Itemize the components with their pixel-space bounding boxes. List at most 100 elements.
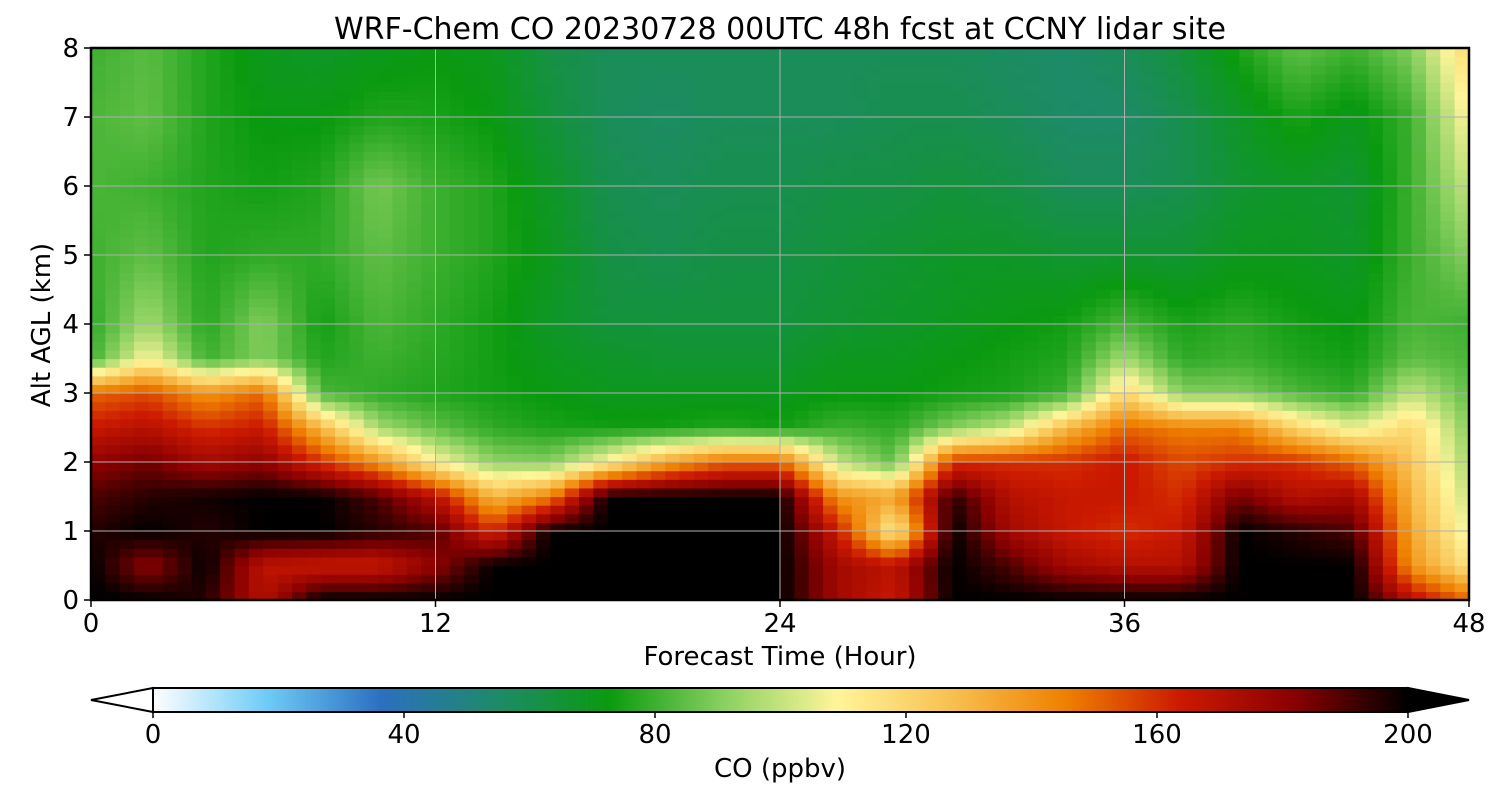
heatmap-cell (708, 255, 724, 265)
heatmap-cell (1196, 367, 1212, 377)
heatmap-cell (1268, 393, 1283, 403)
heatmap-cell (1411, 531, 1427, 541)
heatmap-cell (177, 401, 193, 411)
heatmap-cell (277, 151, 293, 161)
heatmap-cell (1282, 462, 1298, 472)
heatmap-cell (952, 591, 968, 600)
heatmap-cell (980, 349, 996, 360)
heatmap-cell (406, 582, 422, 592)
heatmap-cell (1253, 177, 1269, 187)
heatmap-cell (909, 220, 925, 230)
heatmap-cell (464, 177, 480, 187)
heatmap-cell (650, 229, 666, 239)
heatmap-cell (1282, 272, 1298, 282)
heatmap-cell (162, 582, 178, 592)
heatmap-cell (1196, 574, 1212, 584)
heatmap-cell (91, 298, 106, 308)
heatmap-cell (1425, 591, 1441, 600)
heatmap-cell (966, 237, 982, 247)
heatmap-cell (1325, 280, 1341, 291)
heatmap-cell (234, 531, 250, 541)
heatmap-cell (263, 263, 279, 273)
heatmap-cell (91, 418, 106, 429)
heatmap-cell (708, 358, 724, 368)
heatmap-cell (880, 401, 896, 411)
heatmap-cell (91, 505, 106, 515)
heatmap-cell (765, 496, 781, 506)
heatmap-cell (880, 531, 896, 541)
heatmap-cell (435, 263, 451, 273)
heatmap-cell (693, 272, 709, 282)
heatmap-cell (449, 539, 465, 549)
heatmap-cell (837, 582, 853, 592)
heatmap-cell (248, 393, 264, 403)
heatmap-cell (579, 255, 594, 265)
heatmap-cell (837, 332, 853, 342)
heatmap-cell (579, 487, 594, 498)
heatmap-cell (693, 211, 709, 222)
heatmap-cell (507, 453, 523, 463)
heatmap-cell (866, 436, 882, 446)
heatmap-cell (449, 168, 465, 178)
heatmap-cell (550, 470, 566, 480)
heatmap-cell (636, 393, 652, 403)
heatmap-cell (1038, 384, 1054, 394)
heatmap-cell (1239, 237, 1255, 247)
heatmap-cell (478, 375, 494, 385)
heatmap-cell (980, 418, 996, 429)
heatmap-cell (1425, 375, 1441, 385)
heatmap-cell (449, 289, 465, 299)
heatmap-cell (277, 505, 293, 515)
heatmap-cell (593, 341, 609, 351)
heatmap-cell (980, 565, 996, 575)
heatmap-cell (564, 410, 580, 420)
heatmap-cell (650, 574, 666, 584)
heatmap-cell (909, 556, 925, 567)
heatmap-cell (1425, 539, 1441, 549)
heatmap-cell (191, 341, 207, 351)
heatmap-cell (1296, 255, 1312, 265)
heatmap-cell (995, 539, 1011, 549)
heatmap-cell (162, 220, 178, 230)
heatmap-cell (1440, 470, 1456, 480)
heatmap-cell (119, 479, 135, 489)
heatmap-cell (1067, 263, 1083, 273)
heatmap-cell (349, 410, 365, 420)
heatmap-cell (1368, 367, 1384, 377)
heatmap-cell (980, 168, 996, 178)
heatmap-cell (1454, 358, 1469, 368)
heatmap-cell (736, 332, 752, 342)
heatmap-cell (1282, 160, 1298, 170)
heatmap-cell (1038, 151, 1054, 161)
heatmap-cell (923, 487, 939, 498)
heatmap-cell (751, 367, 767, 377)
heatmap-cell (335, 479, 350, 489)
heatmap-cell (952, 255, 968, 265)
heatmap-cell (1282, 263, 1298, 273)
heatmap-cell (449, 453, 465, 463)
heatmap-cell (736, 263, 752, 273)
heatmap-cell (966, 384, 982, 394)
heatmap-cell (564, 315, 580, 325)
heatmap-cell (665, 358, 681, 368)
heatmap-cell (1454, 496, 1469, 506)
heatmap-cell (406, 186, 422, 196)
heatmap-cell (736, 272, 752, 282)
heatmap-cell (234, 306, 250, 316)
heatmap-cell (579, 436, 594, 446)
heatmap-cell (722, 306, 738, 316)
heatmap-cell (1138, 462, 1154, 472)
heatmap-cell (1067, 177, 1083, 187)
heatmap-cell (1354, 444, 1370, 454)
heatmap-cell (780, 548, 795, 558)
heatmap-cell (1296, 470, 1312, 480)
heatmap-cell (220, 453, 236, 463)
heatmap-cell (937, 436, 953, 446)
heatmap-cell (937, 186, 953, 196)
heatmap-cell (650, 220, 666, 230)
heatmap-cell (794, 194, 810, 204)
heatmap-cell (693, 280, 709, 291)
heatmap-cell (191, 160, 207, 170)
heatmap-cell (593, 203, 609, 213)
heatmap-cell (1354, 358, 1370, 368)
